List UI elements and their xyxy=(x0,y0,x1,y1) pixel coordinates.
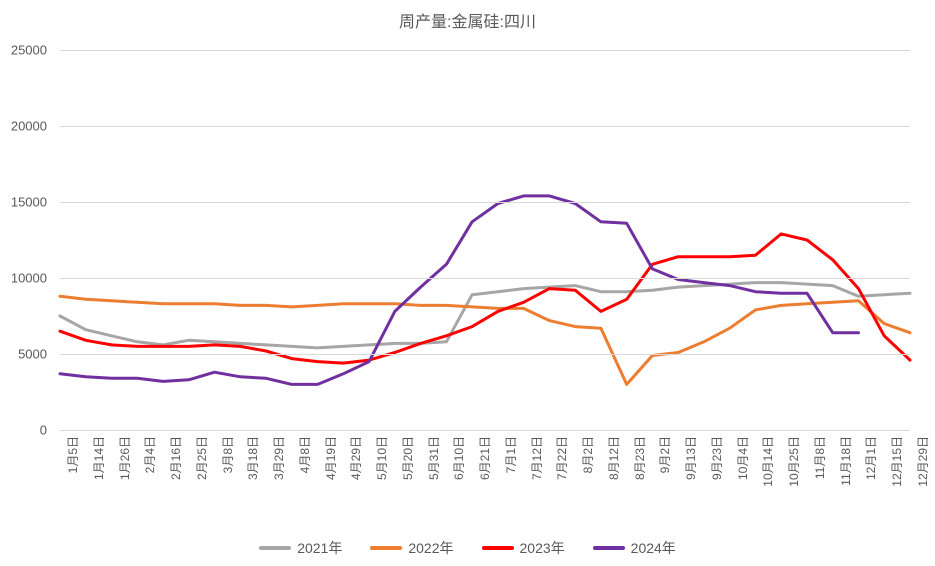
x-tick-label: 3月18日 xyxy=(244,436,261,480)
y-tick-label: 25000 xyxy=(11,43,47,58)
x-axis: 1月5日 1月14日 1月26日 2月4日 2月16日 2月25日 3月8日 3月18日 3月2… xyxy=(60,432,910,512)
x-tick-label: 2月4日 xyxy=(141,436,158,473)
legend-swatch xyxy=(482,546,514,550)
x-tick-label: 11月18日 xyxy=(837,436,854,486)
x-tick-label: 3月8日 xyxy=(219,436,236,473)
x-tick-label: 9月2日 xyxy=(656,436,673,473)
series-line xyxy=(60,234,910,363)
x-tick-label: 10月14日 xyxy=(759,436,776,487)
x-tick-label: 4月29日 xyxy=(347,436,364,480)
series-line xyxy=(60,196,859,385)
x-tick-label: 10月4日 xyxy=(734,436,751,480)
gridline xyxy=(60,430,910,431)
x-tick-label: 9月23日 xyxy=(708,436,725,480)
x-tick-label: 3月29日 xyxy=(270,436,287,480)
x-tick-label: 1月14日 xyxy=(90,436,107,480)
x-tick-label: 7月1日 xyxy=(502,436,519,473)
y-tick-label: 5000 xyxy=(18,347,47,362)
legend-label: 2024年 xyxy=(631,538,676,558)
x-tick-label: 12月15日 xyxy=(888,436,905,487)
legend-item: 2024年 xyxy=(593,538,676,558)
y-tick-label: 15000 xyxy=(11,195,47,210)
legend-swatch xyxy=(593,546,625,550)
gridline xyxy=(60,354,910,355)
plot-area xyxy=(60,50,910,430)
legend-label: 2021年 xyxy=(297,538,342,558)
x-tick-label: 12月29日 xyxy=(914,436,931,487)
y-tick-label: 20000 xyxy=(11,119,47,134)
x-tick-label: 6月10日 xyxy=(450,436,467,480)
gridline xyxy=(60,50,910,51)
x-tick-label: 11月8日 xyxy=(811,436,828,479)
x-tick-label: 9月13日 xyxy=(682,436,699,480)
x-tick-label: 1月26日 xyxy=(116,436,133,480)
legend-swatch xyxy=(259,546,291,550)
legend: 2021年 2022年 2023年 2024年 xyxy=(0,538,935,558)
x-tick-label: 1月5日 xyxy=(64,436,81,473)
legend-item: 2023年 xyxy=(482,538,565,558)
chart-title: 周产量:金属硅:四川 xyxy=(0,8,935,32)
x-tick-label: 5月20日 xyxy=(399,436,416,480)
gridline xyxy=(60,278,910,279)
x-tick-label: 8月2日 xyxy=(579,436,596,473)
x-tick-label: 4月19日 xyxy=(322,436,339,480)
x-tick-label: 6月21日 xyxy=(476,436,493,480)
x-tick-label: 10月25日 xyxy=(785,436,802,487)
chart-svg xyxy=(60,50,910,430)
legend-label: 2022年 xyxy=(408,538,453,558)
x-tick-label: 5月10日 xyxy=(373,436,390,480)
gridline xyxy=(60,202,910,203)
chart-container: 周产量:金属硅:四川 0 5000 10000 15000 20000 25000 1月5… xyxy=(0,0,935,566)
x-tick-label: 2月25日 xyxy=(193,436,210,480)
legend-label: 2023年 xyxy=(520,538,565,558)
x-tick-label: 8月23日 xyxy=(631,436,648,480)
x-tick-label: 5月31日 xyxy=(425,436,442,480)
y-axis: 0500010000150002000025000 xyxy=(0,50,55,430)
y-tick-label: 0 xyxy=(40,423,47,438)
x-tick-label: 7月12日 xyxy=(528,436,545,480)
x-tick-label: 12月1日 xyxy=(862,436,879,480)
gridline xyxy=(60,126,910,127)
x-tick-label: 8月12日 xyxy=(605,436,622,480)
legend-item: 2021年 xyxy=(259,538,342,558)
x-tick-label: 4月8日 xyxy=(296,436,313,473)
x-tick-label: 7月22日 xyxy=(553,436,570,480)
y-tick-label: 10000 xyxy=(11,271,47,286)
legend-swatch xyxy=(370,546,402,550)
x-tick-label: 2月16日 xyxy=(167,436,184,480)
legend-item: 2022年 xyxy=(370,538,453,558)
